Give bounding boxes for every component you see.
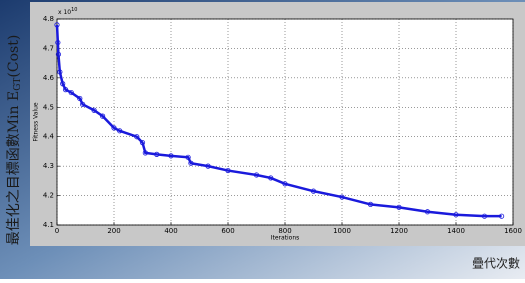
x-tick-label: 0 bbox=[55, 227, 59, 235]
bottom-label: 疊代次數 bbox=[472, 257, 520, 271]
y-tick-label: 4.7 bbox=[43, 44, 54, 52]
x-tick-label: 1200 bbox=[390, 227, 408, 235]
side-label-end: (Cost) bbox=[6, 35, 22, 78]
y-tick-label: 4.5 bbox=[43, 103, 54, 111]
y-axis-label: Fitness Value bbox=[33, 102, 40, 141]
chart: x 1010 Iterations Fitness Value 最佳化之目標函數… bbox=[0, 0, 525, 279]
side-label: 最佳化之目標函數Min EGT(Cost) bbox=[6, 35, 23, 246]
y-tick-label: 4.6 bbox=[43, 74, 55, 82]
page: {"chart_data": {"type": "line", "x_label… bbox=[0, 0, 525, 279]
side-label-sub: GT bbox=[13, 78, 23, 91]
x-axis-label: Iterations bbox=[271, 235, 300, 242]
x-tick-label: 600 bbox=[221, 227, 234, 235]
x-tick-label: 1400 bbox=[447, 227, 465, 235]
side-label-main: 最佳化之目標函數Min E bbox=[6, 91, 22, 246]
x-tick-label: 800 bbox=[278, 227, 291, 235]
x-tick-label: 1600 bbox=[504, 227, 522, 235]
x-tick-label: 200 bbox=[107, 227, 120, 235]
y-tick-label: 4.4 bbox=[43, 133, 55, 141]
exponent-power: 10 bbox=[71, 7, 77, 13]
y-tick-label: 4.8 bbox=[43, 15, 54, 23]
exponent-base: x 10 bbox=[58, 9, 71, 16]
y-tick-label: 4.3 bbox=[43, 162, 54, 170]
y-tick-label: 4.1 bbox=[43, 221, 54, 229]
y-tick-label: 4.2 bbox=[43, 192, 54, 200]
x-tick-label: 1000 bbox=[333, 227, 351, 235]
x-tick-label: 400 bbox=[164, 227, 177, 235]
